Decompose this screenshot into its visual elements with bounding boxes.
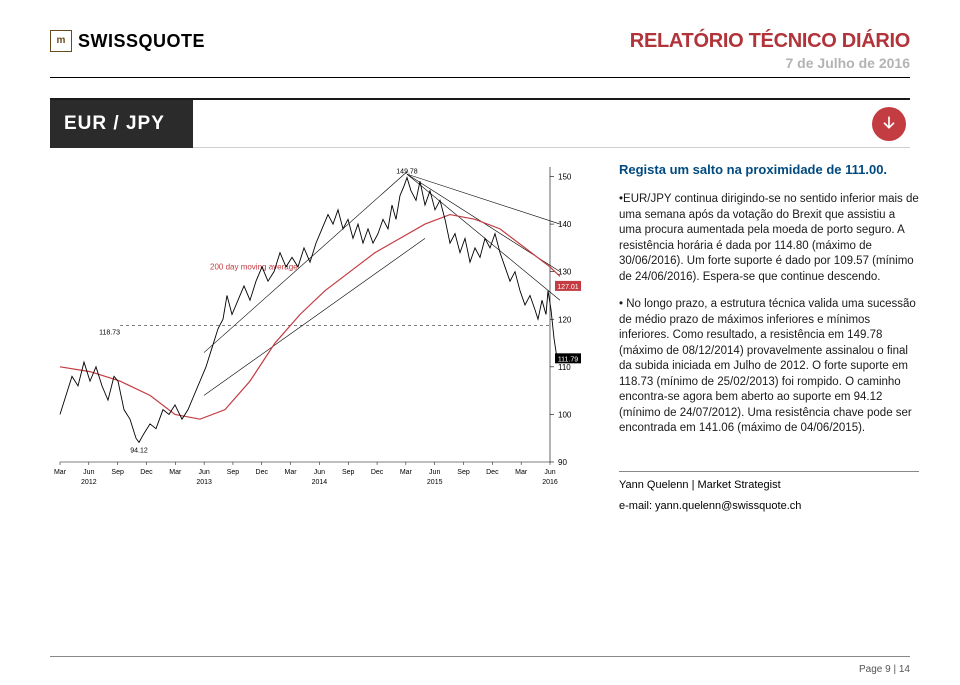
chart-panel: 90 100 110 120 130 140 150 Mar Jun Sep Dec Mar Jun Se… xyxy=(50,162,595,522)
svg-text:Mar: Mar xyxy=(285,469,298,476)
svg-text:2014: 2014 xyxy=(312,479,328,486)
report-title: RELATÓRIO TÉCNICO DIÁRIO xyxy=(630,30,910,53)
svg-text:100: 100 xyxy=(558,410,572,419)
svg-text:120: 120 xyxy=(558,315,572,324)
svg-text:Sep: Sep xyxy=(342,469,355,476)
pair-label: EUR / JPY xyxy=(50,100,193,148)
report-date: 7 de Julho de 2016 xyxy=(630,55,910,71)
paragraph-2: • No longo prazo, a estrutura técnica va… xyxy=(619,297,919,437)
logo-icon: m xyxy=(50,30,72,52)
price-chart: 90 100 110 120 130 140 150 Mar Jun Sep Dec Mar Jun Se… xyxy=(50,162,595,522)
headline: Regista um salto na proximidade de 111.0… xyxy=(619,162,919,178)
svg-text:2013: 2013 xyxy=(196,479,212,486)
svg-text:2012: 2012 xyxy=(81,479,97,486)
svg-text:2016: 2016 xyxy=(542,479,558,486)
svg-text:Sep: Sep xyxy=(111,469,124,476)
svg-text:94.12: 94.12 xyxy=(130,447,148,454)
svg-text:127.01: 127.01 xyxy=(557,284,579,291)
svg-text:150: 150 xyxy=(558,173,572,182)
author-line: Yann Quelenn | Market Strategist xyxy=(619,478,919,493)
svg-text:Mar: Mar xyxy=(400,469,413,476)
signature-divider xyxy=(619,471,919,472)
svg-text:118.73: 118.73 xyxy=(99,329,120,336)
svg-text:90: 90 xyxy=(558,458,567,467)
email-line: e-mail: yann.quelenn@swissquote.ch xyxy=(619,499,919,514)
svg-text:Jun: Jun xyxy=(544,469,555,476)
svg-text:Jun: Jun xyxy=(198,469,209,476)
logo-text: SWISSQUOTE xyxy=(78,31,205,52)
svg-text:Mar: Mar xyxy=(169,469,182,476)
header-divider xyxy=(50,77,910,78)
logo: m SWISSQUOTE xyxy=(50,30,205,52)
svg-text:Dec: Dec xyxy=(486,469,499,476)
svg-text:130: 130 xyxy=(558,268,572,277)
paragraph-1: •EUR/JPY continua dirigindo-se no sentid… xyxy=(619,192,919,285)
svg-text:149.78: 149.78 xyxy=(396,169,418,176)
page-number: Page 9 | 14 xyxy=(859,664,910,675)
svg-text:110: 110 xyxy=(558,363,571,372)
svg-text:Jun: Jun xyxy=(83,469,94,476)
svg-text:140: 140 xyxy=(558,220,572,229)
footer-divider xyxy=(50,656,910,657)
svg-text:2015: 2015 xyxy=(427,479,443,486)
header: m SWISSQUOTE RELATÓRIO TÉCNICO DIÁRIO 7 … xyxy=(50,30,910,71)
trend-arrow-down-icon xyxy=(872,107,906,141)
svg-text:Jun: Jun xyxy=(429,469,440,476)
svg-text:Sep: Sep xyxy=(227,469,240,476)
svg-text:111.79: 111.79 xyxy=(558,356,578,363)
report-title-block: RELATÓRIO TÉCNICO DIÁRIO 7 de Julho de 2… xyxy=(630,30,910,71)
analysis-text: Regista um salto na proximidade de 111.0… xyxy=(619,162,919,522)
svg-text:Dec: Dec xyxy=(256,469,269,476)
svg-text:Dec: Dec xyxy=(371,469,384,476)
svg-text:Mar: Mar xyxy=(515,469,528,476)
svg-text:Jun: Jun xyxy=(314,469,325,476)
svg-text:Dec: Dec xyxy=(140,469,153,476)
pair-bar: EUR / JPY xyxy=(50,100,910,148)
svg-text:Sep: Sep xyxy=(457,469,470,476)
svg-text:Mar: Mar xyxy=(54,469,67,476)
